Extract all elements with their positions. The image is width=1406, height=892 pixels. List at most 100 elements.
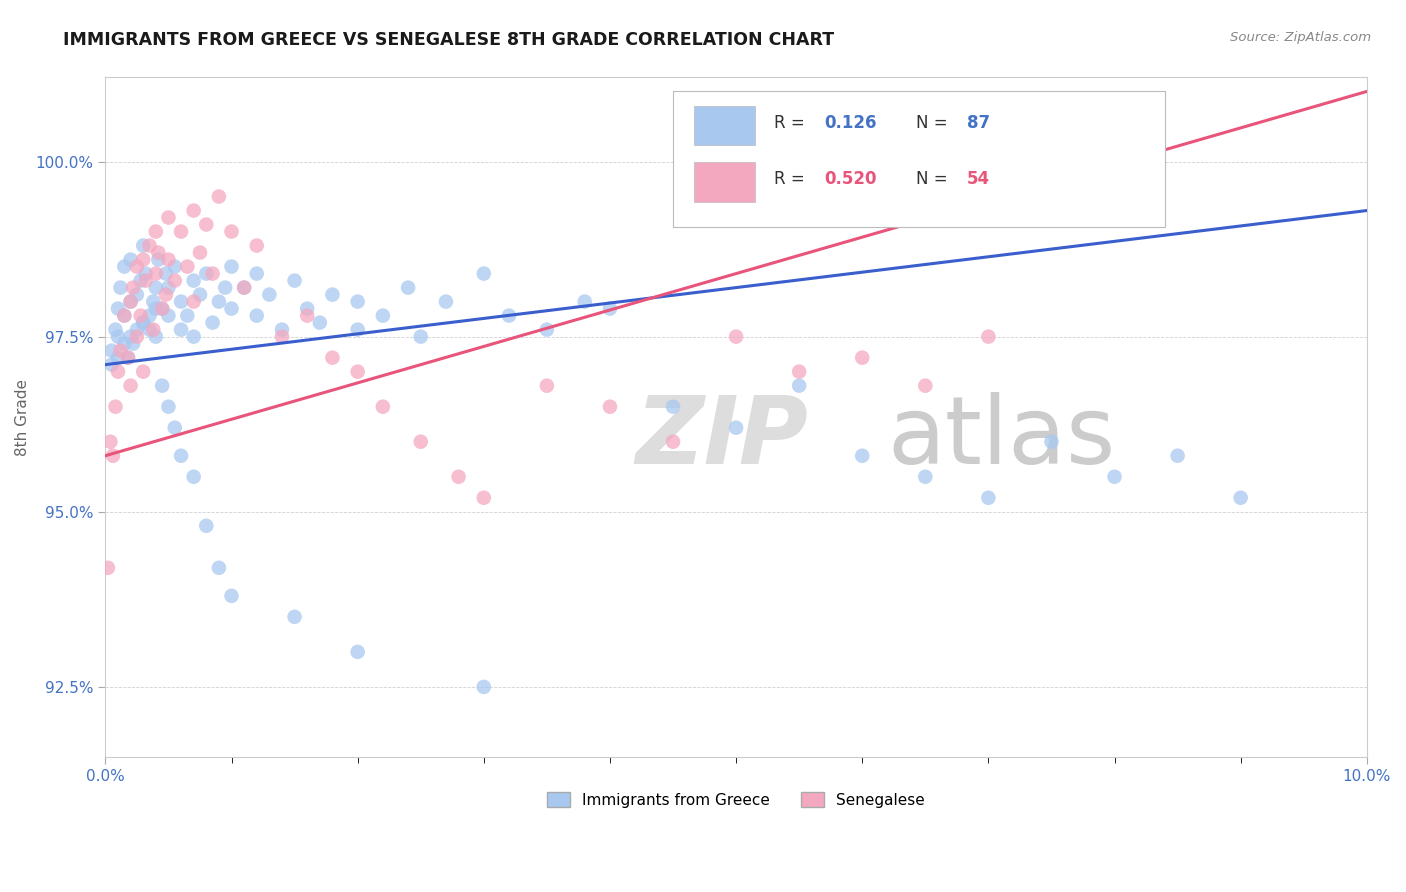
Point [101,449,124,463]
Point [246,238,269,252]
Point [472,680,495,694]
Point [170,225,193,239]
Point [132,252,155,267]
Point [787,378,810,392]
Point [129,274,152,288]
Point [157,280,180,294]
Point [138,323,160,337]
Point [371,400,394,414]
Point [145,329,167,343]
Point [122,280,145,294]
Point [308,316,330,330]
Point [163,420,186,434]
Text: ZIP: ZIP [636,392,808,483]
Point [295,301,318,316]
Point [188,245,211,260]
Point [246,267,269,281]
Point [163,260,186,274]
Point [201,316,224,330]
Point [112,260,135,274]
Point [138,238,160,252]
Point [104,400,127,414]
Point [346,323,368,337]
Point [201,267,224,281]
Point [150,301,173,316]
Point [662,400,685,414]
Point [183,469,205,483]
Point [122,336,145,351]
Point [145,280,167,294]
Point [259,287,281,301]
Point [125,260,148,274]
Point [120,378,142,392]
Point [346,365,368,379]
Y-axis label: 8th Grade: 8th Grade [15,379,30,456]
Point [346,645,368,659]
Point [233,280,256,294]
Point [346,294,368,309]
Point [472,491,495,505]
Point [120,294,142,309]
Text: atlas: atlas [887,392,1116,483]
Point [851,449,873,463]
Point [536,378,558,392]
Point [536,323,558,337]
Point [120,252,142,267]
Point [195,218,218,232]
Point [125,287,148,301]
Point [129,309,152,323]
Point [221,260,243,274]
Bar [695,106,755,145]
Point [1167,449,1189,463]
Point [148,245,170,260]
Point [221,225,243,239]
Text: 0.520: 0.520 [824,170,877,188]
Point [221,301,243,316]
Point [233,280,256,294]
Text: 87: 87 [967,114,990,132]
Point [321,351,343,365]
Point [434,294,457,309]
Point [120,294,142,309]
Point [271,329,294,343]
Point [112,336,135,351]
Point [132,316,155,330]
Point [125,323,148,337]
Text: Source: ZipAtlas.com: Source: ZipAtlas.com [1230,31,1371,45]
FancyBboxPatch shape [673,91,1166,227]
Point [163,274,186,288]
Point [183,294,205,309]
Point [97,561,120,575]
Point [157,309,180,323]
Point [142,323,165,337]
Point [1040,434,1063,449]
Point [183,274,205,288]
Text: N =: N = [917,114,953,132]
Point [170,294,193,309]
Point [977,329,1000,343]
Point [195,518,218,533]
Text: IMMIGRANTS FROM GREECE VS SENEGALESE 8TH GRADE CORRELATION CHART: IMMIGRANTS FROM GREECE VS SENEGALESE 8TH… [63,31,834,49]
Point [155,287,177,301]
Text: R =: R = [773,114,810,132]
Point [284,274,307,288]
Point [110,343,132,358]
Point [117,351,139,365]
Point [599,400,621,414]
Point [662,434,685,449]
Point [107,351,129,365]
Point [284,610,307,624]
Point [214,280,236,294]
Point [599,301,621,316]
Legend: Immigrants from Greece, Senegalese: Immigrants from Greece, Senegalese [541,786,931,814]
Point [112,309,135,323]
Point [100,434,122,449]
Point [1104,469,1126,483]
Point [321,287,343,301]
Point [295,309,318,323]
Point [145,225,167,239]
Point [246,309,269,323]
Point [104,323,127,337]
Point [100,343,122,358]
Point [170,449,193,463]
